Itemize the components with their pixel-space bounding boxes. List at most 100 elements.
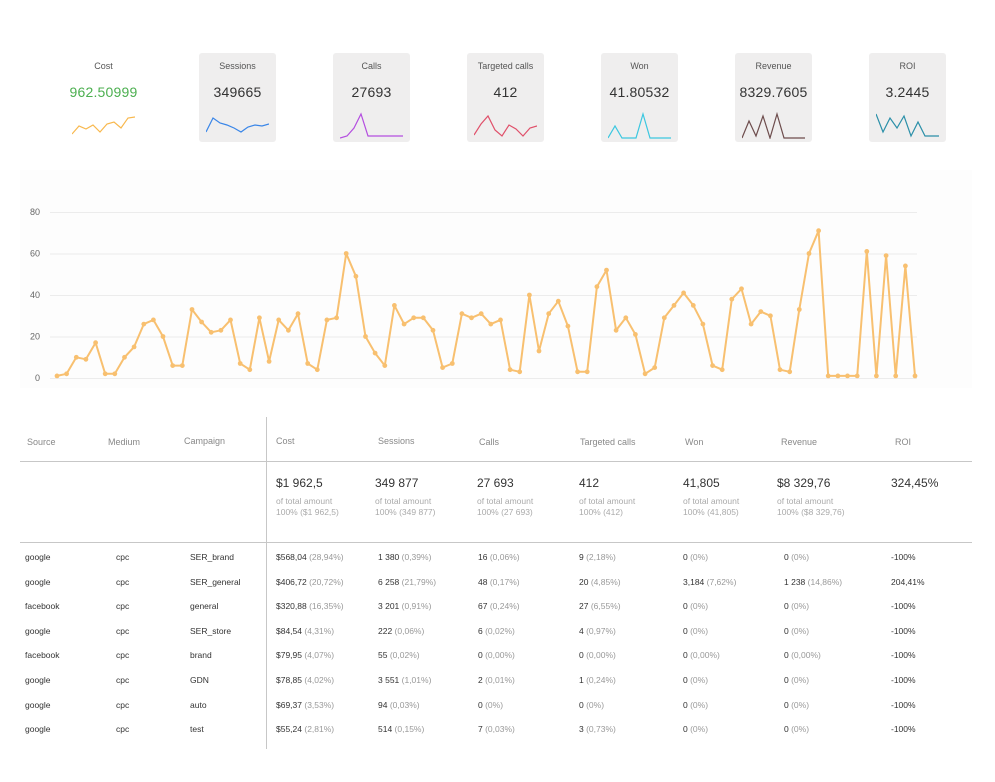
data-point[interactable]: [883, 253, 889, 258]
header-sessions[interactable]: Sessions: [378, 436, 415, 446]
data-point[interactable]: [796, 307, 802, 312]
data-point[interactable]: [363, 334, 368, 339]
header-medium[interactable]: Medium: [108, 437, 141, 447]
kpi-card-targeted-calls[interactable]: Targeted calls 412: [467, 53, 544, 142]
data-point[interactable]: [237, 361, 243, 366]
data-point[interactable]: [286, 327, 291, 333]
header-source[interactable]: Source: [27, 437, 56, 447]
data-point[interactable]: [719, 367, 725, 373]
data-point[interactable]: [295, 311, 301, 317]
data-point[interactable]: [748, 321, 754, 327]
data-point[interactable]: [112, 371, 118, 377]
data-point[interactable]: [690, 303, 696, 308]
kpi-card-sessions[interactable]: Sessions 349665: [199, 53, 276, 142]
data-point[interactable]: [73, 354, 79, 360]
kpi-card-roi[interactable]: ROI 3.2445: [869, 53, 946, 142]
header-revenue[interactable]: Revenue: [781, 437, 818, 447]
data-point[interactable]: [854, 373, 860, 379]
data-point[interactable]: [613, 327, 619, 333]
data-point[interactable]: [893, 373, 899, 379]
data-point[interactable]: [122, 354, 127, 360]
data-point[interactable]: [768, 313, 773, 319]
data-point[interactable]: [517, 369, 523, 375]
data-point[interactable]: [324, 317, 330, 323]
data-point[interactable]: [594, 284, 600, 290]
data-point[interactable]: [652, 365, 658, 370]
data-point[interactable]: [555, 298, 561, 304]
data-point[interactable]: [141, 321, 147, 327]
data-point[interactable]: [912, 373, 918, 379]
data-point[interactable]: [411, 315, 417, 321]
data-point[interactable]: [604, 267, 609, 273]
data-point[interactable]: [276, 317, 282, 323]
data-point[interactable]: [151, 317, 156, 323]
data-point[interactable]: [874, 373, 879, 379]
data-point[interactable]: [218, 327, 224, 333]
data-point[interactable]: [353, 273, 359, 279]
data-point[interactable]: [401, 321, 407, 327]
data-point[interactable]: [305, 361, 311, 366]
table-row[interactable]: google cpc SER_brand $568,04 (28,94%) 1 380 …: [20, 552, 972, 572]
data-point[interactable]: [420, 315, 426, 321]
data-point[interactable]: [806, 251, 812, 256]
table-row[interactable]: google cpc SER_store $84,54 (4,31%) 222 (0,0…: [20, 626, 972, 646]
data-point[interactable]: [266, 359, 272, 364]
data-point[interactable]: [584, 369, 590, 375]
data-point[interactable]: [372, 350, 378, 356]
data-point[interactable]: [845, 373, 850, 379]
table-row[interactable]: google cpc GDN $78,85 (4,02%) 3 551 (1,01%) 2…: [20, 675, 972, 695]
table-row[interactable]: facebook cpc general $320,88 (16,35%) 3 201 …: [20, 601, 972, 621]
kpi-card-cost[interactable]: Cost 962.50999: [65, 53, 142, 142]
header-targeted-calls[interactable]: Targeted calls: [580, 437, 636, 447]
table-row[interactable]: facebook cpc brand $79,95 (4,07%) 55 (0,02%)…: [20, 650, 972, 670]
data-point[interactable]: [710, 363, 715, 368]
data-point[interactable]: [392, 303, 397, 308]
data-point[interactable]: [430, 327, 436, 333]
data-point[interactable]: [642, 371, 648, 377]
data-point[interactable]: [83, 356, 89, 362]
data-point[interactable]: [661, 315, 667, 321]
header-campaign[interactable]: Campaign: [184, 436, 226, 446]
data-point[interactable]: [825, 373, 831, 379]
data-point[interactable]: [507, 367, 513, 373]
data-point[interactable]: [440, 365, 445, 370]
data-point[interactable]: [816, 228, 821, 234]
data-point[interactable]: [179, 363, 185, 368]
data-point[interactable]: [864, 249, 870, 254]
data-point[interactable]: [681, 290, 686, 296]
data-point[interactable]: [54, 373, 60, 379]
table-row[interactable]: google cpc test $55,24 (2,81%) 514 (0,15%) 7 …: [20, 724, 972, 744]
data-point[interactable]: [739, 286, 744, 292]
data-point[interactable]: [189, 307, 195, 312]
header-roi[interactable]: ROI: [895, 437, 912, 447]
data-point[interactable]: [903, 263, 908, 269]
data-point[interactable]: [449, 361, 455, 366]
data-point[interactable]: [343, 251, 349, 256]
data-point[interactable]: [93, 340, 98, 346]
data-point[interactable]: [787, 369, 793, 375]
data-point[interactable]: [199, 319, 205, 325]
header-won[interactable]: Won: [685, 437, 704, 447]
data-point[interactable]: [758, 309, 764, 314]
data-point[interactable]: [575, 369, 580, 375]
data-point[interactable]: [247, 367, 253, 373]
data-point[interactable]: [671, 303, 677, 308]
table-row[interactable]: google cpc SER_general $406,72 (20,72%) 6 25…: [20, 577, 972, 597]
data-point[interactable]: [131, 344, 137, 350]
kpi-card-revenue[interactable]: Revenue 8329.7605: [735, 53, 812, 142]
data-point[interactable]: [498, 317, 503, 323]
kpi-card-won[interactable]: Won 41.80532: [601, 53, 678, 142]
data-point[interactable]: [228, 317, 233, 323]
header-calls[interactable]: Calls: [479, 437, 500, 447]
data-point[interactable]: [478, 311, 484, 317]
data-point[interactable]: [527, 292, 532, 298]
data-point[interactable]: [382, 363, 388, 368]
data-point[interactable]: [160, 334, 166, 339]
data-point[interactable]: [102, 371, 108, 377]
data-point[interactable]: [565, 323, 571, 329]
data-point[interactable]: [729, 296, 735, 302]
data-point[interactable]: [835, 373, 841, 379]
data-point[interactable]: [64, 371, 69, 377]
data-point[interactable]: [208, 329, 214, 335]
data-point[interactable]: [488, 321, 494, 327]
